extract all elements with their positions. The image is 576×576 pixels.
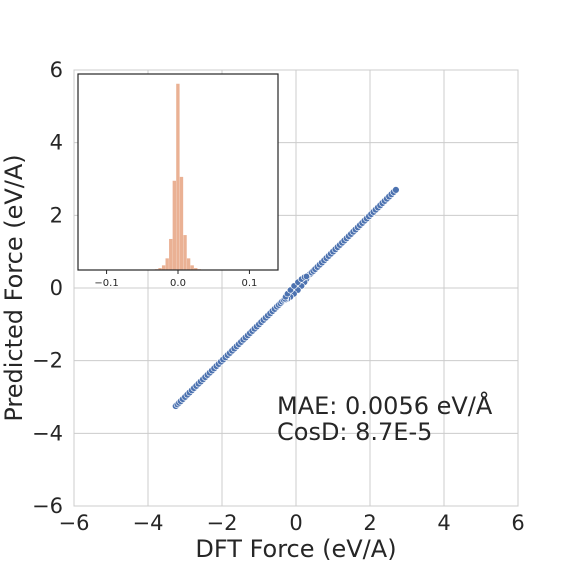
- main-x-ticks: −6 −4 −2 0 2 4 6: [59, 511, 525, 535]
- inset-x-ticks: −0.1 0.0 0.1: [94, 270, 257, 289]
- cosd-annotation: CosD: 8.7E-5: [277, 418, 432, 446]
- y-tick-label: 4: [50, 131, 63, 155]
- inset-x-tick-label: 0.1: [241, 278, 257, 289]
- main-y-ticks: −6 −4 −2 0 2 4 6: [32, 58, 63, 518]
- x-tick-label: 4: [437, 511, 450, 535]
- data-point: [392, 186, 400, 194]
- histogram-bar: [158, 268, 162, 270]
- histogram-bar: [186, 258, 191, 270]
- inset-x-tick-label: 0.0: [170, 278, 186, 289]
- histogram-bar: [179, 176, 184, 270]
- x-tick-label: −4: [133, 511, 164, 535]
- histogram-bar: [183, 235, 187, 270]
- histogram-bar: [190, 265, 194, 270]
- histogram-bar: [165, 258, 169, 270]
- y-axis-label: Predicted Force (eV/A): [0, 154, 28, 421]
- x-tick-label: 0: [289, 511, 302, 535]
- inset-histogram: −0.1 0.0 0.1: [77, 73, 279, 289]
- histogram-bar: [194, 268, 198, 270]
- data-point: [302, 272, 310, 280]
- y-tick-label: −4: [32, 421, 63, 445]
- y-tick-label: 6: [50, 58, 63, 82]
- y-tick-label: −2: [32, 349, 63, 373]
- inset-bars: [154, 83, 202, 270]
- histogram-bar: [172, 180, 177, 270]
- main-plot: −6 −4 −2 0 2 4 6 −6 −4 −2 0 2 4 6 DFT Force (eV/A) P…: [0, 58, 525, 563]
- x-tick-label: −6: [59, 511, 90, 535]
- y-tick-label: 0: [50, 276, 63, 300]
- x-tick-label: 2: [363, 511, 376, 535]
- y-tick-label: −6: [32, 494, 63, 518]
- x-tick-label: −2: [207, 511, 238, 535]
- histogram-bar: [176, 83, 180, 270]
- main-data-points: [172, 186, 400, 410]
- x-tick-label: 6: [511, 511, 524, 535]
- x-axis-label: DFT Force (eV/A): [195, 535, 396, 563]
- y-tick-label: 2: [50, 203, 63, 227]
- mae-annotation: MAE: 0.0056 eV/Å: [277, 391, 493, 420]
- histogram-bar: [169, 238, 173, 270]
- histogram-bar: [161, 265, 166, 270]
- inset-x-tick-label: −0.1: [94, 278, 118, 289]
